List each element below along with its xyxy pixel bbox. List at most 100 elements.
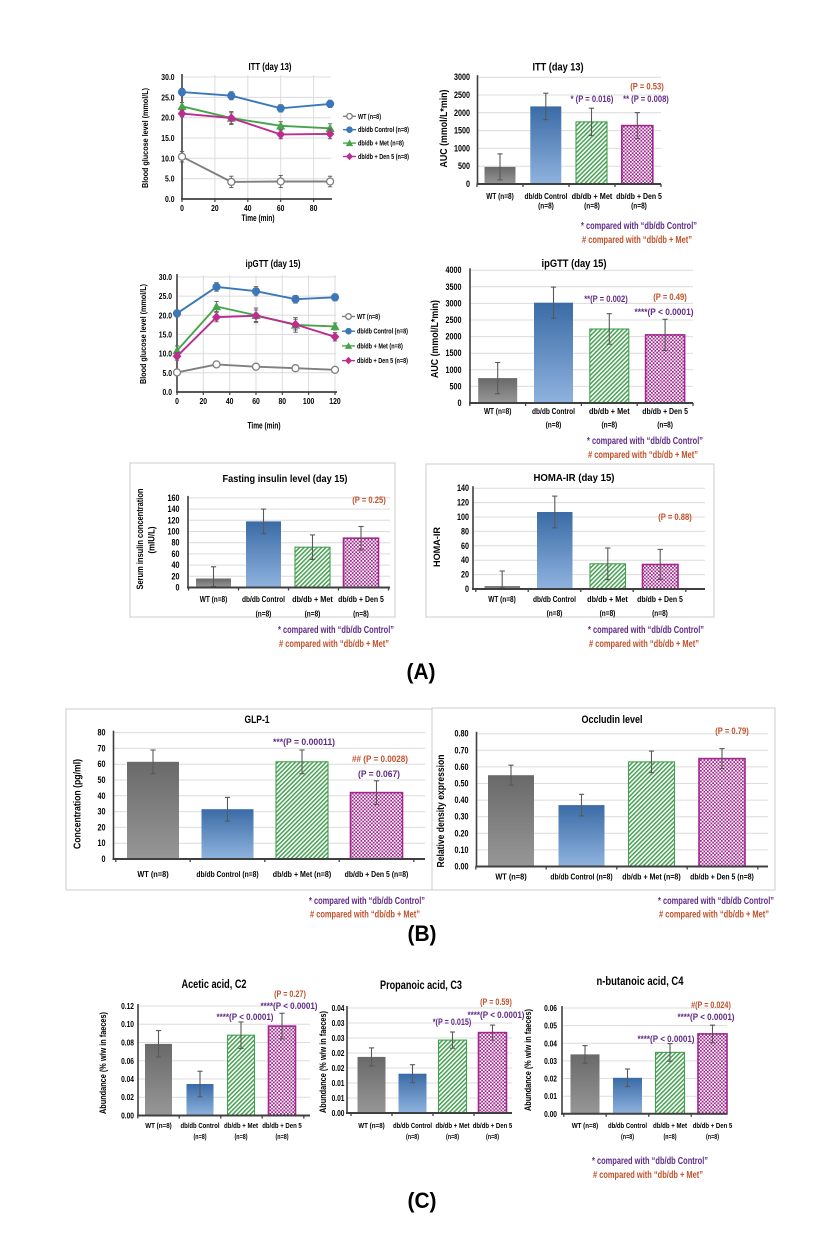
svg-text:100: 100 [457,512,469,522]
svg-text:**(P = 0.002): **(P = 0.002) [584,294,628,305]
svg-text:0.02: 0.02 [332,1048,345,1058]
svg-text:Concentration (pg/ml): Concentration (pg/ml) [73,759,84,849]
svg-text:30.0: 30.0 [159,272,172,282]
svg-text:(n=8): (n=8) [305,610,321,619]
svg-text:* compared with “db/db Control: * compared with “db/db Control” [309,896,425,907]
svg-text:40: 40 [461,555,469,565]
svg-text:(n=8): (n=8) [546,421,562,430]
svg-text:(P = 0.067): (P = 0.067) [358,769,400,780]
svg-text:Time (min): Time (min) [248,421,281,431]
svg-text:3000: 3000 [454,72,470,82]
svg-text:db/db Control (n=8): db/db Control (n=8) [357,327,408,336]
svg-text:60: 60 [277,203,285,213]
svg-text:db/db Control: db/db Control [525,192,568,201]
svg-text:0.50: 0.50 [455,779,469,789]
svg-text:db/db + Met (n=8): db/db + Met (n=8) [357,341,403,350]
svg-text:25.0: 25.0 [159,291,172,301]
svg-text:ipGTT (day 15): ipGTT (day 15) [246,259,301,270]
svg-text:0.0: 0.0 [163,387,173,397]
svg-text:# compared with “db/db + Met”: # compared with “db/db + Met” [279,639,389,650]
svg-text:WT (n=8): WT (n=8) [484,407,512,416]
svg-text:WT (n=8): WT (n=8) [488,595,516,604]
svg-text:n-butanoic acid, C4: n-butanoic acid, C4 [597,974,684,988]
svg-text:db/db Control: db/db Control [608,1121,647,1130]
svg-text:(P = 0.27): (P = 0.27) [274,989,306,999]
svg-text:HOMA-IR: HOMA-IR [432,526,442,567]
svg-text:80: 80 [279,396,287,406]
svg-text:(P = 0.49): (P = 0.49) [653,292,687,303]
svg-text:Serum insulin concentration: Serum insulin concentration [135,489,145,590]
svg-text:#(P = 0.024): #(P = 0.024) [691,1000,731,1010]
svg-text:****(P < 0.0001): ****(P < 0.0001) [261,1001,318,1011]
svg-text:20: 20 [461,570,469,580]
svg-text:WT (n=8): WT (n=8) [495,872,526,882]
svg-text:db/db + Met: db/db + Met [587,595,628,604]
svg-text:0: 0 [458,398,462,408]
svg-text:(n=8): (n=8) [600,609,616,618]
svg-text:0.03: 0.03 [544,1056,557,1066]
svg-text:ipGTT (day 15): ipGTT (day 15) [542,258,607,270]
svg-text:5.0: 5.0 [165,174,175,184]
svg-text:* (P = 0.016): * (P = 0.016) [571,94,614,105]
svg-text:(mIU/L): (mIU/L) [147,527,157,554]
svg-text:20: 20 [98,822,106,832]
svg-text:Blood glucose level (mmol/L): Blood glucose level (mmol/L) [138,284,148,384]
svg-text:WT (n=8): WT (n=8) [200,595,228,604]
svg-text:db/db + Met: db/db + Met [653,1121,687,1130]
svg-text:Abundance (% w/w in faeces): Abundance (% w/w in faeces) [318,1011,328,1113]
svg-text:0.12: 0.12 [121,1001,134,1011]
svg-text:0.10: 0.10 [121,1019,134,1029]
svg-text:(n=8): (n=8) [446,1132,459,1141]
svg-text:5.0: 5.0 [163,368,173,378]
svg-text:(P = 0.53): (P = 0.53) [630,82,664,93]
svg-text:db/db + Met: db/db + Met [224,1121,258,1130]
svg-text:60: 60 [252,396,260,406]
svg-text:2500: 2500 [454,90,470,100]
svg-text:60: 60 [172,549,180,559]
svg-text:140: 140 [168,504,180,514]
svg-text:db/db + Den 5: db/db + Den 5 [473,1121,513,1130]
svg-text:WT (n=8): WT (n=8) [358,1121,385,1130]
svg-text:db/db + Den 5: db/db + Den 5 [616,192,662,201]
svg-text:****(P < 0.0001): ****(P < 0.0001) [638,1034,695,1044]
svg-text:WT (n=8): WT (n=8) [357,312,380,321]
svg-text:0.01: 0.01 [544,1091,557,1101]
svg-text:0.10: 0.10 [455,845,469,855]
svg-text:0.04: 0.04 [544,1038,557,1048]
svg-text:160: 160 [168,493,180,503]
svg-text:80: 80 [98,728,106,738]
svg-text:(n=8): (n=8) [276,1132,289,1141]
svg-text:0: 0 [176,583,180,593]
svg-text:40: 40 [172,560,180,570]
svg-text:80: 80 [310,203,318,213]
svg-text:db/db Control (n=8): db/db Control (n=8) [550,872,612,882]
svg-text:(n=8): (n=8) [601,421,617,430]
svg-text:0.02: 0.02 [544,1074,557,1084]
svg-text:(P = 0.88): (P = 0.88) [658,512,692,523]
svg-text:WT (n=8): WT (n=8) [358,112,381,121]
svg-text:(n=8): (n=8) [652,609,668,618]
svg-text:db/db + Den 5 (n=8): db/db + Den 5 (n=8) [358,152,409,161]
svg-text:# compared with “db/db + Met”: # compared with “db/db + Met” [593,1170,703,1181]
svg-text:Blood glucose level (mmol/L): Blood glucose level (mmol/L) [140,88,150,188]
svg-text:80: 80 [461,526,469,536]
svg-text:(n=8): (n=8) [235,1132,248,1141]
svg-text:0.00: 0.00 [121,1111,134,1121]
svg-text:db/db + Met (n=8): db/db + Met (n=8) [622,872,681,882]
svg-text:140: 140 [457,483,469,493]
svg-text:0: 0 [465,584,469,594]
svg-text:* compared with “db/db Control: * compared with “db/db Control” [592,1156,708,1167]
svg-text:* compared with “db/db Control: * compared with “db/db Control” [588,625,704,636]
svg-text:120: 120 [329,396,341,406]
svg-text:1500: 1500 [446,348,462,358]
svg-text:0: 0 [180,203,184,213]
svg-text:15.0: 15.0 [159,330,172,340]
svg-text:0: 0 [466,179,470,189]
svg-text:(n=8): (n=8) [584,202,600,211]
svg-text:0.03: 0.03 [332,1018,345,1028]
svg-text:0.20: 0.20 [455,828,469,838]
svg-text:80: 80 [172,538,180,548]
svg-text:40: 40 [226,396,234,406]
svg-text:(P = 0.79): (P = 0.79) [715,726,749,737]
svg-text:20: 20 [200,396,208,406]
